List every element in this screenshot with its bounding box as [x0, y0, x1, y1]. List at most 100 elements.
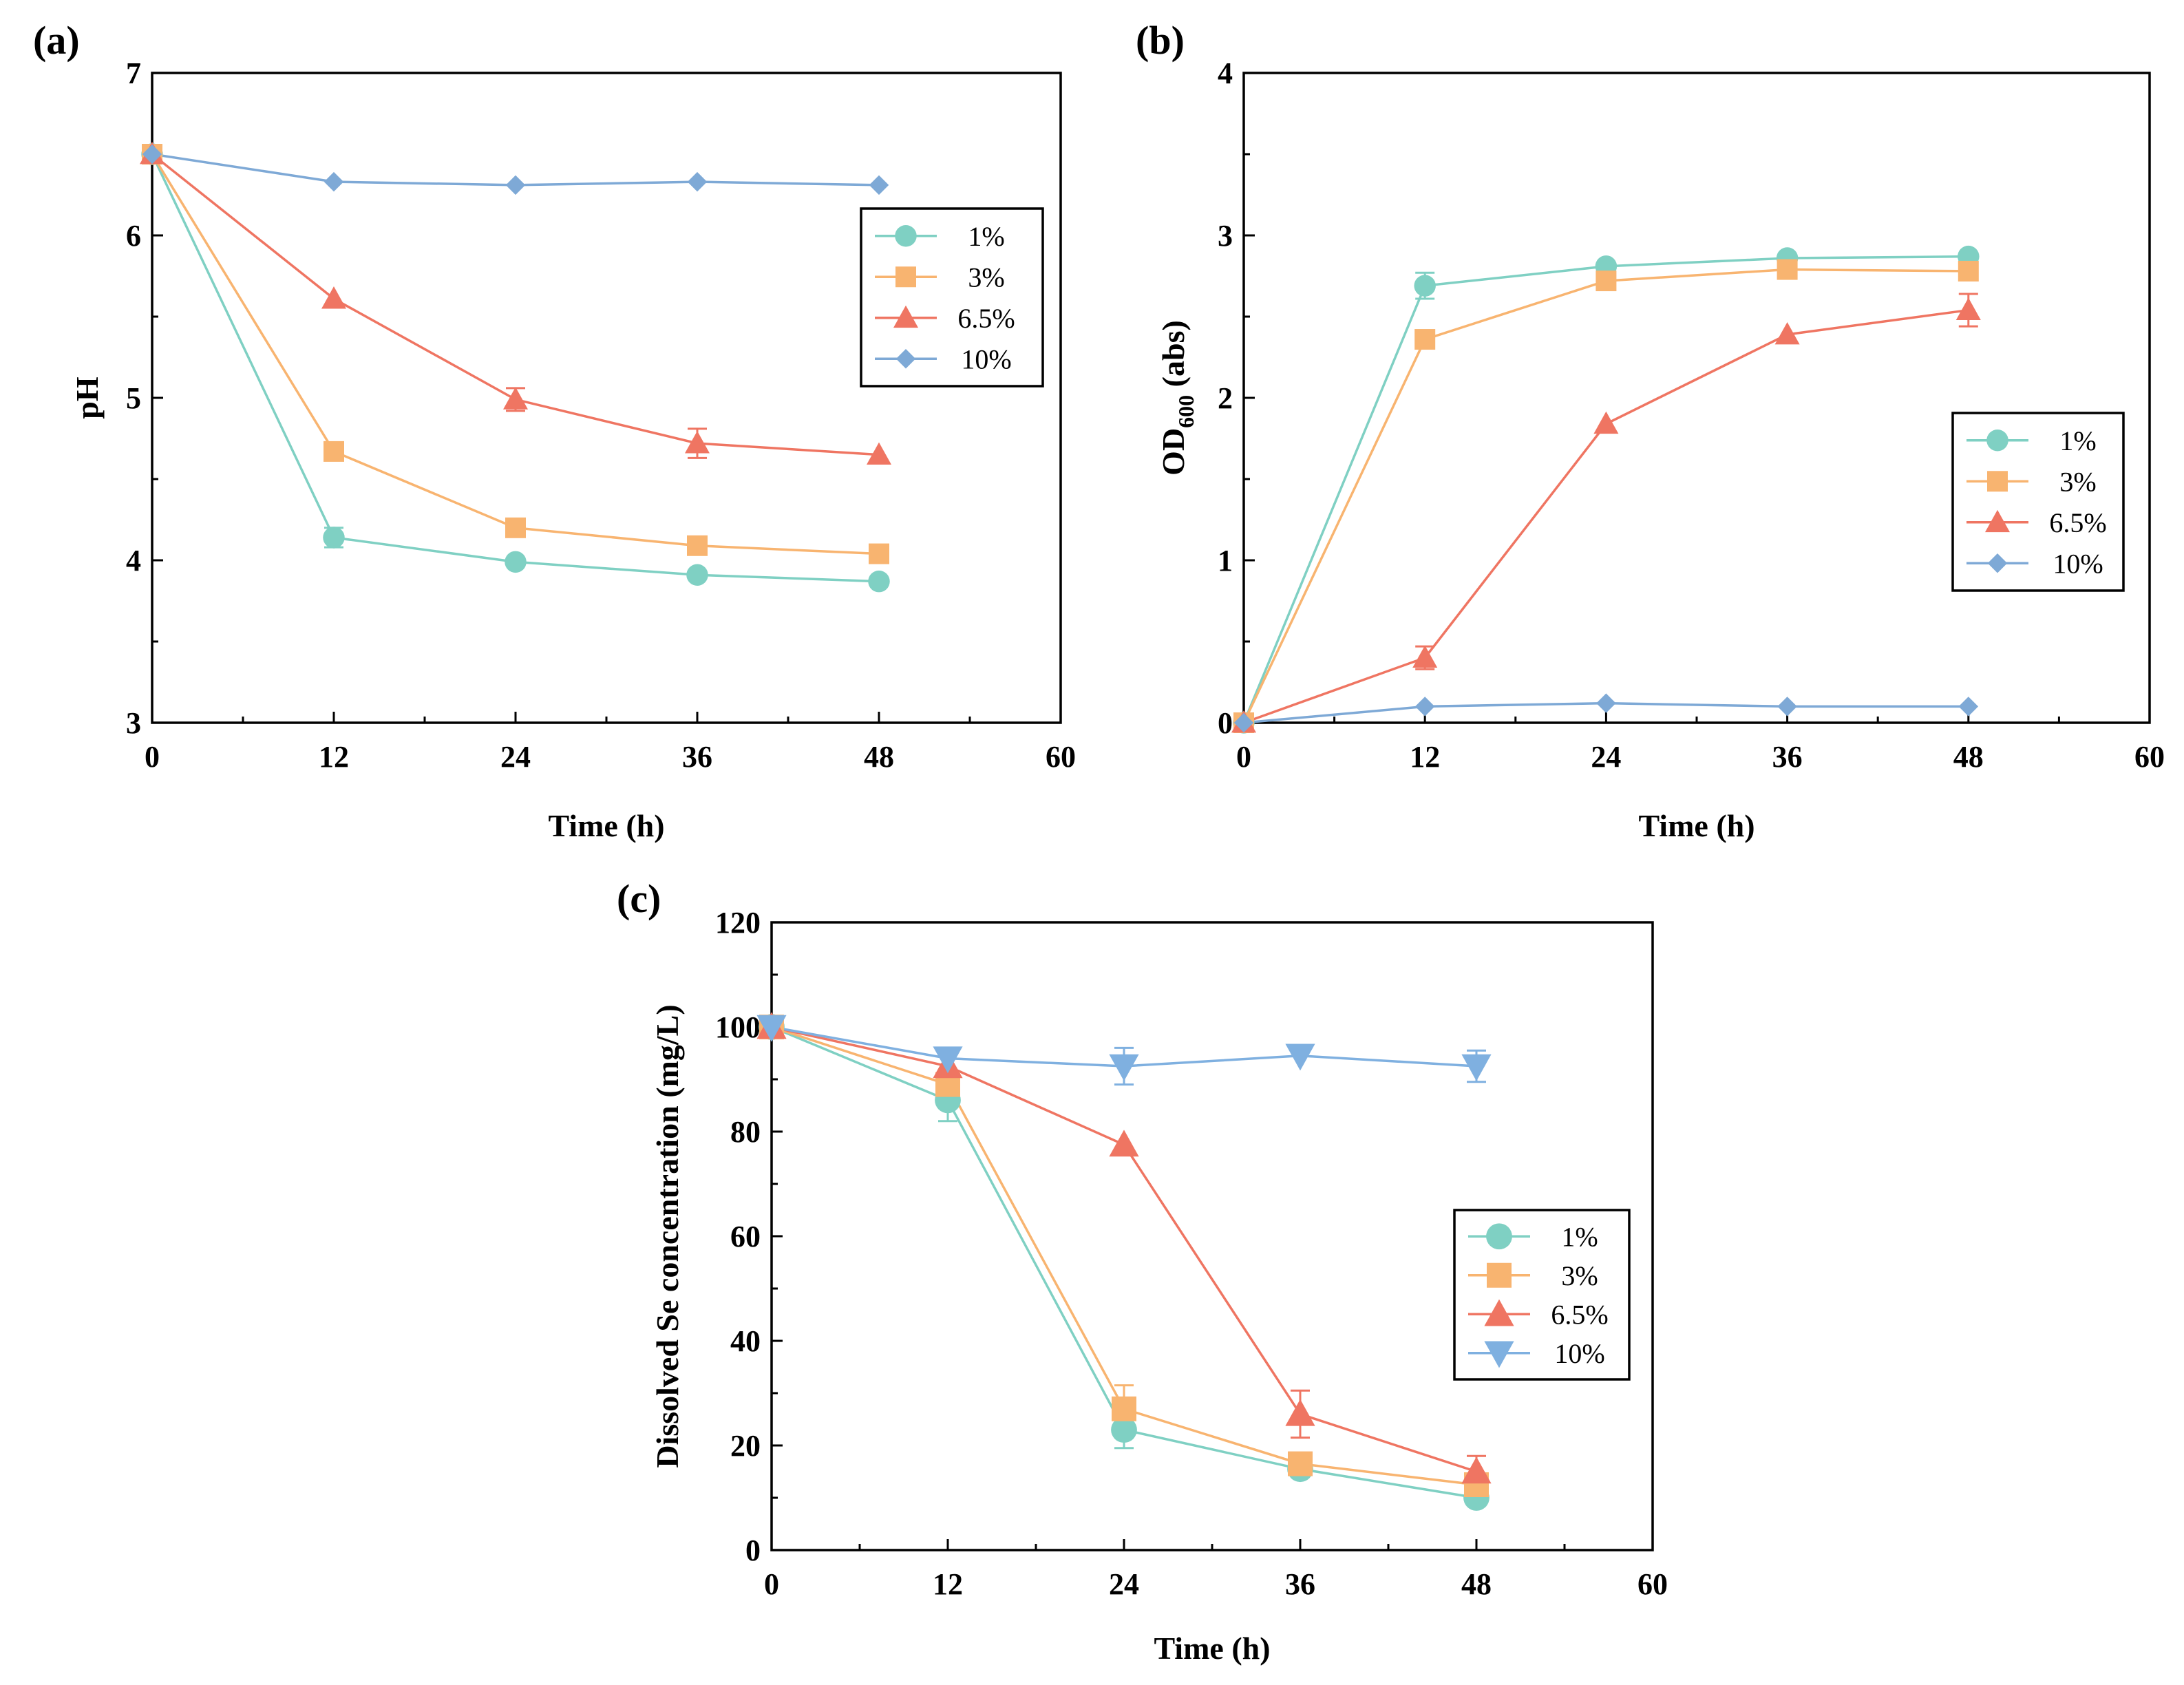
data-point: [324, 441, 344, 462]
legend-b: 1% 3% 6.5% 10%: [1951, 412, 2125, 592]
y-tick-label: 4: [1218, 56, 1233, 90]
legend-a: 1% 3% 6.5% 10%: [860, 207, 1044, 388]
chart-panel-a: (a) 0 12 24 36 48 60 3 4 5 6 7 Time (h) pH 1% 3% 6.5…: [33, 18, 1076, 843]
data-point: [867, 442, 891, 465]
legend-label: 3%: [2059, 466, 2096, 497]
data-point: [1109, 1054, 1139, 1081]
y-tick-label: 0: [1218, 706, 1233, 740]
data-point: [505, 551, 527, 573]
data-point: [687, 171, 708, 192]
legend-label: 3%: [968, 262, 1004, 293]
panel-label-b: (b): [1136, 18, 1185, 63]
y-axis-label-b-rest: (abs): [1156, 320, 1191, 395]
data-point: [1414, 275, 1436, 297]
y-tick-label: 3: [1218, 219, 1233, 253]
y-axis-label-b: OD600 (abs): [1156, 320, 1198, 476]
y-axis-label-c: Dissolved Se concentration (mg/L): [650, 1004, 685, 1467]
data-point: [1777, 697, 1797, 717]
data-point: [869, 175, 889, 195]
series-line-1: [151, 153, 880, 555]
y-axis-label-a: pH: [70, 377, 105, 419]
y-tick-label: 4: [126, 544, 141, 577]
legend-label: 6.5%: [957, 303, 1015, 334]
x-tick-label: 36: [682, 740, 712, 774]
data-point: [1596, 693, 1616, 713]
legend-marker: [1985, 509, 2010, 533]
panel-label-c: (c): [617, 876, 661, 921]
data-point: [505, 175, 526, 195]
data-point: [503, 387, 528, 410]
legend-marker: [1486, 1223, 1512, 1250]
data-point: [1412, 645, 1438, 668]
ticks-c: 0 12 24 36 48 60 0 20 40 60 80 100 120: [715, 906, 1668, 1601]
legend-marker: [1484, 1299, 1514, 1326]
legend-frame: [860, 207, 1044, 388]
legend-frame: [1951, 412, 2125, 592]
legend-marker: [895, 266, 916, 288]
x-tick-label: 60: [1046, 740, 1076, 774]
data-point: [686, 564, 708, 586]
x-tick-label: 48: [864, 740, 894, 774]
y-tick-label: 5: [126, 381, 141, 415]
legend-marker: [1986, 430, 2008, 452]
data-point: [1593, 411, 1619, 434]
data-point: [869, 543, 889, 564]
legend-label: 10%: [961, 343, 1011, 374]
y-tick-label: 100: [715, 1010, 761, 1044]
data-point: [324, 171, 344, 192]
series-line-0: [1242, 255, 1969, 723]
legend-label: 6.5%: [1551, 1299, 1608, 1330]
data-point: [1461, 1456, 1492, 1484]
legend-label: 10%: [2053, 548, 2103, 579]
y-axis-label-b-main: OD: [1156, 428, 1191, 476]
data-point: [1955, 297, 1981, 320]
x-tick-label: 60: [1637, 1567, 1668, 1601]
x-tick-label: 24: [1109, 1567, 1139, 1601]
x-tick-label: 24: [1591, 740, 1621, 774]
series-layer-c: [756, 1012, 1492, 1511]
plot-frame-a: [151, 72, 1062, 724]
x-tick-label: 12: [319, 740, 349, 774]
legend-marker: [895, 225, 917, 247]
legend-label: 1%: [2059, 425, 2096, 456]
y-tick-label: 60: [730, 1220, 761, 1253]
series-layer-a: [140, 142, 891, 593]
data-point: [142, 144, 162, 165]
data-point: [1288, 1451, 1313, 1476]
x-tick-label: 0: [764, 1567, 779, 1601]
legend-frame: [1453, 1209, 1631, 1381]
y-tick-label: 120: [715, 906, 761, 940]
legend-label: 6.5%: [2049, 507, 2106, 538]
legend-marker: [895, 349, 916, 369]
legend-marker: [1987, 553, 2008, 573]
data-point: [685, 431, 710, 454]
data-point: [1112, 1396, 1136, 1421]
data-point: [1958, 260, 1979, 282]
data-point: [687, 535, 708, 556]
x-tick-label: 48: [1461, 1567, 1492, 1601]
x-tick-label: 0: [145, 740, 160, 774]
legend-marker: [893, 305, 918, 328]
data-point: [505, 517, 526, 538]
data-point: [1595, 271, 1617, 292]
series-layer-b: [1231, 245, 1981, 734]
x-tick-label: 24: [500, 740, 531, 774]
x-tick-label: 36: [1772, 740, 1803, 774]
data-point: [1461, 1054, 1492, 1081]
y-tick-label: 3: [126, 706, 141, 740]
data-point: [1109, 1130, 1139, 1157]
legend-label: 10%: [1554, 1338, 1604, 1369]
y-tick-label: 80: [730, 1115, 761, 1149]
data-point: [1111, 1417, 1137, 1443]
x-tick-label: 0: [1236, 740, 1251, 774]
legend-label: 1%: [968, 221, 1004, 252]
data-point: [321, 286, 346, 309]
y-axis-label-b-sub: 600: [1174, 395, 1198, 428]
series-line-2: [1243, 308, 1969, 724]
data-point: [323, 527, 345, 549]
data-point: [1777, 259, 1798, 280]
series-line-1: [1242, 268, 1969, 723]
legend-marker: [1484, 1341, 1514, 1368]
